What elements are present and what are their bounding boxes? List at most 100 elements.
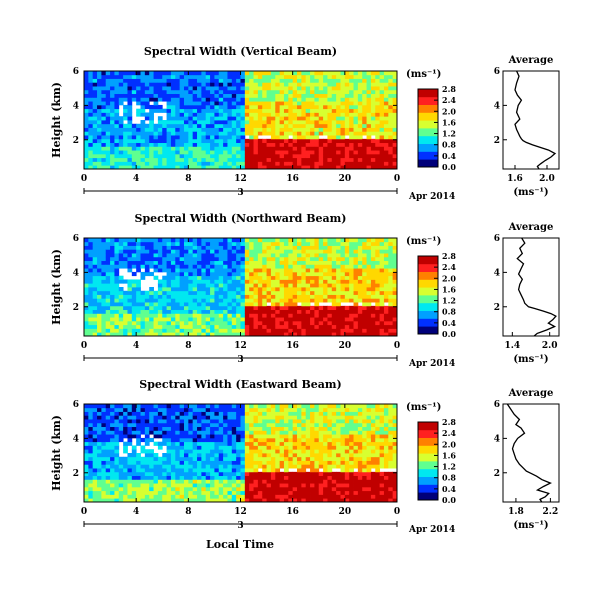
heatmap-cell (205, 249, 211, 254)
heatmap-cell (188, 464, 194, 469)
heatmap-cell (240, 268, 246, 273)
heatmap-cell (283, 104, 289, 110)
heatmap-cell (262, 313, 267, 318)
heatmap-cell (88, 460, 94, 465)
heatmap-cell (214, 71, 220, 76)
heatmap-cell (362, 146, 367, 151)
heatmap-cell (144, 456, 150, 461)
heatmap-cell (349, 74, 354, 79)
heatmap-cell (240, 108, 246, 113)
heatmap-cell (144, 434, 150, 439)
heatmap-cell (218, 101, 224, 106)
heatmap-cell (223, 437, 228, 443)
profile-x-tick-label: 2.0 (539, 174, 555, 184)
heatmap-cell (379, 120, 385, 125)
heatmap-cell (192, 498, 198, 502)
heatmap-cell (388, 112, 394, 117)
heatmap-cell (236, 275, 241, 280)
heatmap-cell (236, 441, 241, 446)
heatmap-cell (314, 249, 320, 254)
heatmap-cell (310, 279, 315, 284)
heatmap-cell (223, 456, 228, 461)
heatmap-cell (175, 150, 181, 155)
heatmap-cell (179, 256, 185, 262)
heatmap-cell (314, 287, 320, 292)
heatmap-cell (227, 131, 233, 136)
heatmap-cell (105, 89, 111, 95)
heatmap-cell (101, 445, 107, 450)
heatmap-cell (249, 453, 254, 458)
heatmap-cell (262, 253, 267, 258)
heatmap-cell (101, 138, 107, 144)
heatmap-cell (266, 483, 272, 488)
heatmap-cell (357, 294, 363, 299)
heatmap-cell (205, 305, 211, 311)
heatmap-cell (305, 253, 311, 258)
profile-x-axis-label: (ms⁻¹) (513, 187, 548, 198)
heatmap-cell (201, 256, 207, 262)
heatmap-cell (175, 415, 181, 420)
heatmap-cell (101, 161, 107, 166)
heatmap-cell (218, 437, 224, 443)
heatmap-cell (279, 483, 285, 488)
heatmap-cell (210, 135, 215, 140)
heatmap-cell (92, 241, 98, 246)
heatmap-cell (140, 445, 146, 450)
heatmap-cell (266, 287, 272, 292)
heatmap-cell (336, 238, 341, 243)
y-tick-label: 2 (73, 136, 79, 146)
heatmap-cell (240, 116, 246, 121)
heatmap-cell (223, 483, 228, 488)
heatmap-cell (210, 260, 215, 265)
heatmap-cell (383, 264, 389, 269)
heatmap-cell (236, 294, 241, 299)
heatmap-cell (292, 142, 298, 147)
heatmap-cell (162, 479, 167, 484)
heatmap-cell (127, 97, 133, 102)
heatmap-cell (144, 241, 150, 246)
heatmap-cell (105, 138, 111, 144)
heatmap-cell (270, 309, 276, 314)
heatmap-cell (323, 93, 328, 98)
heatmap-cell (392, 275, 397, 280)
heatmap-cell (110, 498, 115, 502)
heatmap-cell (118, 153, 124, 159)
heatmap-cell (297, 332, 302, 336)
heatmap-cell (157, 123, 163, 128)
heatmap-cell (92, 287, 98, 292)
heatmap-cell (392, 260, 397, 265)
heatmap-cell (214, 298, 220, 303)
heatmap-cell (375, 120, 381, 125)
heatmap-cell (383, 332, 389, 336)
heatmap-cell (223, 153, 228, 159)
heatmap-cell (227, 486, 233, 492)
heatmap-cell (253, 71, 259, 76)
heatmap-cell (179, 264, 185, 269)
heatmap-cell (279, 253, 285, 258)
heatmap-cell (218, 256, 224, 262)
heatmap-cell (301, 127, 307, 132)
heatmap-cell (192, 150, 198, 155)
heatmap-cell (118, 131, 124, 136)
heatmap-cell (331, 268, 337, 273)
heatmap-cell (375, 153, 381, 159)
heatmap-cell (257, 138, 263, 144)
heatmap-cell (110, 264, 115, 269)
heatmap-cell (318, 309, 324, 314)
heatmap-cell (101, 253, 107, 258)
heatmap-cell (166, 460, 172, 465)
heatmap-cell (283, 241, 289, 246)
heatmap-cell (357, 116, 363, 121)
heatmap-cell (179, 260, 185, 265)
heatmap-cell (318, 287, 324, 292)
heatmap-cell (201, 241, 207, 246)
heatmap-cell (149, 264, 154, 269)
heatmap-cell (331, 116, 337, 121)
heatmap-cell (136, 426, 141, 431)
heatmap-cell (188, 279, 194, 284)
heatmap-cell (175, 437, 181, 443)
heatmap-cell (88, 453, 94, 458)
heatmap-cell (231, 74, 237, 79)
heatmap-cell (240, 479, 246, 484)
heatmap-cell (392, 150, 397, 155)
